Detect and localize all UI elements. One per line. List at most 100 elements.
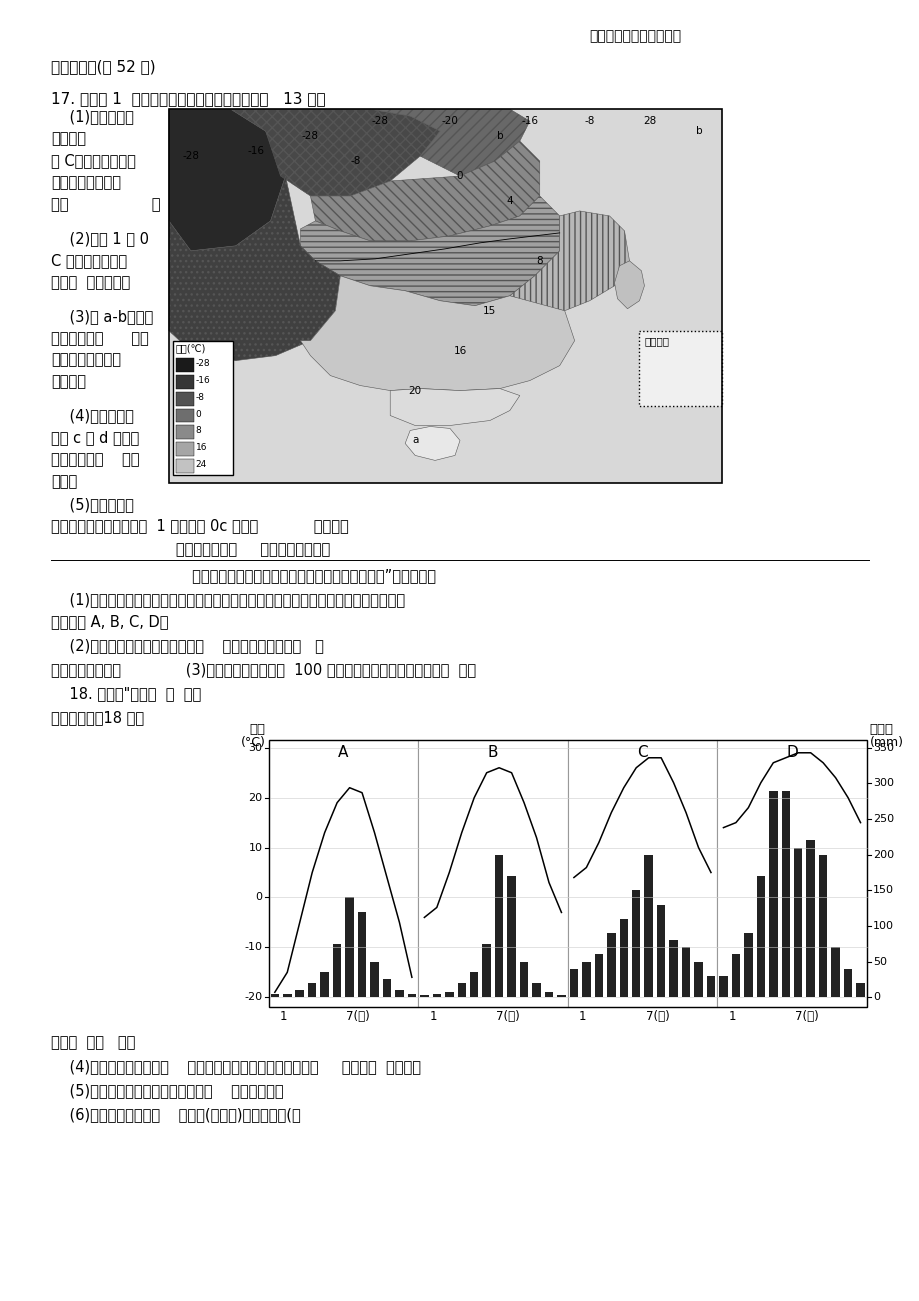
Text: 7(月): 7(月) <box>495 1011 519 1023</box>
Text: 8: 8 <box>536 256 542 265</box>
Text: 南海诸岛: 南海诸岛 <box>643 336 669 346</box>
Text: 16: 16 <box>196 444 207 453</box>
Polygon shape <box>614 260 643 308</box>
Text: (5)哈尔滨、北: (5)哈尔滨、北 <box>51 497 134 513</box>
Text: 24: 24 <box>196 461 207 470</box>
Text: 18. 下面是"哈尔滨  成  月，: 18. 下面是"哈尔滨 成 月， <box>51 686 201 701</box>
Text: 100: 100 <box>872 921 892 932</box>
Text: 气温较低的是    ，原: 气温较低的是 ，原 <box>51 453 140 467</box>
Text: 10: 10 <box>248 843 262 852</box>
Text: (2)我国 1 月 0: (2)我国 1 月 0 <box>51 230 149 246</box>
Text: (mm): (mm) <box>868 736 902 749</box>
Bar <box>719 976 727 998</box>
Text: -20: -20 <box>244 993 262 1002</box>
Text: -8: -8 <box>584 116 595 126</box>
Bar <box>843 969 851 998</box>
Text: -28: -28 <box>182 151 199 161</box>
Text: 28: 28 <box>642 116 655 126</box>
Polygon shape <box>310 141 539 241</box>
Text: 7(月): 7(月) <box>794 1011 818 1023</box>
Text: 0: 0 <box>456 170 463 181</box>
Text: -28: -28 <box>196 359 210 368</box>
Bar <box>169 109 721 484</box>
Bar <box>780 791 789 998</box>
Text: 点是                  。: 点是 。 <box>51 196 161 212</box>
Text: (1)根据各地月气温的数值及其变化、降水量的多少及各月的分配情况，分析判断四城: (1)根据各地月气温的数值及其变化、降水量的多少及各月的分配情况，分析判断四城 <box>51 592 405 608</box>
Bar <box>382 980 391 998</box>
Text: b: b <box>695 126 702 137</box>
Bar <box>519 961 528 998</box>
Bar <box>395 990 403 998</box>
Bar <box>494 855 503 998</box>
Bar <box>270 994 278 998</box>
Polygon shape <box>301 196 559 306</box>
Text: -16: -16 <box>196 376 210 385</box>
Text: 作物一年三熟的是              (3)如果以月降水量超过  100 毫米为雨季标准，武汉的雨季是  月至: 作物一年三熟的是 (3)如果以月降水量超过 100 毫米为雨季标准，武汉的雨季是… <box>51 662 476 677</box>
Polygon shape <box>369 109 529 176</box>
Bar <box>831 947 839 998</box>
Bar <box>669 941 677 998</box>
Text: 下列问题。（18 分）: 下列问题。（18 分） <box>51 710 144 725</box>
Bar <box>333 943 341 998</box>
Bar <box>345 898 354 998</box>
Bar <box>407 994 415 998</box>
Bar <box>268 740 417 1007</box>
Text: -20: -20 <box>441 116 458 126</box>
Text: (4)四城市降水都集中在    季。从雨季长短看，北方地区雨季     ，南方地  区雨季。: (4)四城市降水都集中在 季。从雨季长短看，北方地区雨季 ，南方地 区雨季。 <box>51 1059 421 1075</box>
Text: -16: -16 <box>521 116 538 126</box>
Bar <box>176 442 194 457</box>
Text: 的气温在: 的气温在 <box>51 131 86 146</box>
Text: 200: 200 <box>872 850 893 860</box>
Text: 30: 30 <box>248 743 262 753</box>
Text: 0: 0 <box>255 892 262 903</box>
Bar <box>417 740 567 1007</box>
Bar <box>432 994 440 998</box>
Text: 京、上海、海口四城市中  1 月气温在 0c 以下的            的气温在: 京、上海、海口四城市中 1 月气温在 0c 以下的 的气温在 <box>51 518 348 533</box>
Polygon shape <box>390 389 519 425</box>
Bar <box>569 969 577 998</box>
Bar <box>169 109 721 484</box>
Text: 350: 350 <box>872 743 892 753</box>
Text: 哈尔滨  月至   月。: 哈尔滨 月至 月。 <box>51 1036 135 1050</box>
Text: 7(月): 7(月) <box>645 1011 668 1023</box>
Bar <box>420 995 428 998</box>
Text: 150: 150 <box>872 886 892 895</box>
Bar <box>681 947 689 998</box>
Text: 我国的  一线地区。: 我国的 一线地区。 <box>51 275 130 290</box>
Bar <box>793 847 801 998</box>
Bar <box>631 890 640 998</box>
Bar <box>607 933 615 998</box>
Text: 因是。: 因是。 <box>51 475 77 489</box>
Text: -28: -28 <box>301 131 319 141</box>
Text: 20: 20 <box>248 792 262 803</box>
Text: 二、综合题(共 52 分): 二、综合题(共 52 分) <box>51 60 155 74</box>
Bar <box>582 961 590 998</box>
Bar <box>457 984 466 998</box>
Text: 4: 4 <box>506 196 513 206</box>
Text: 300: 300 <box>872 778 892 788</box>
Bar <box>173 341 233 475</box>
Bar <box>176 459 194 474</box>
Bar <box>643 855 652 998</box>
Bar <box>706 976 714 998</box>
Bar <box>506 876 516 998</box>
Text: 17. 读我国 1  月平均气温示意图，回答问题。（   13 分）: 17. 读我国 1 月平均气温示意图，回答问题。（ 13 分） <box>51 91 325 107</box>
Polygon shape <box>301 276 574 390</box>
Polygon shape <box>169 176 340 360</box>
Bar <box>482 943 491 998</box>
Text: 的影响。: 的影响。 <box>51 375 86 389</box>
Text: (2)四城市中，年降水量最多的是    ，年降水量最少的是   。: (2)四城市中，年降水量最多的是 ，年降水量最少的是 。 <box>51 637 323 653</box>
Text: 16: 16 <box>453 346 466 355</box>
Bar <box>618 919 628 998</box>
Text: 1: 1 <box>279 1011 287 1023</box>
Bar <box>176 375 194 389</box>
Text: 位于中温带的是     ，位于亚热带的是: 位于中温带的是 ，位于亚热带的是 <box>51 543 330 557</box>
Text: 变化的规律是      ，这: 变化的规律是 ，这 <box>51 330 149 346</box>
Text: 0: 0 <box>872 993 879 1002</box>
Bar <box>176 425 194 440</box>
Text: 1: 1 <box>429 1011 437 1023</box>
Text: 1: 1 <box>578 1011 585 1023</box>
Text: b: b <box>496 131 503 141</box>
Text: 15: 15 <box>482 306 496 316</box>
Text: 北京、武汉、广州四城市的气温曲线和降水柱状图”，读图，完: 北京、武汉、广州四城市的气温曲线和降水柱状图”，读图，完 <box>169 569 436 583</box>
